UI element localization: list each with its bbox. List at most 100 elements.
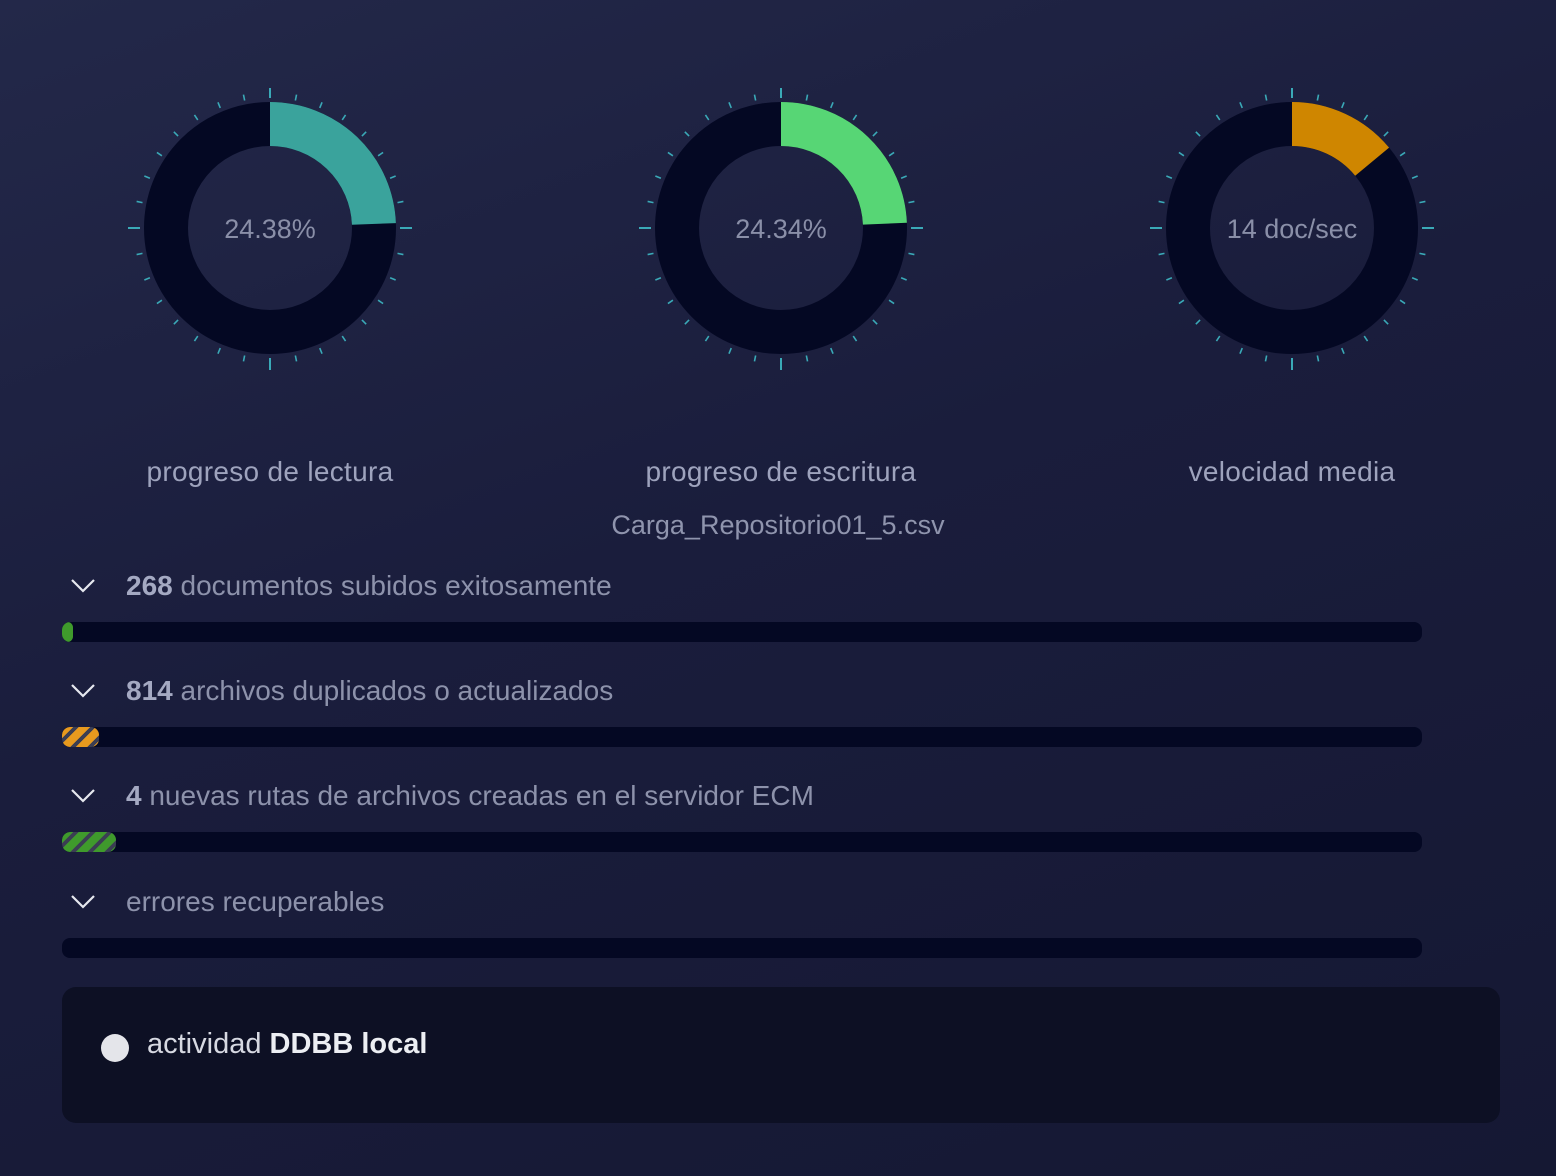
gauge-tick bbox=[684, 131, 690, 137]
gauge-tick bbox=[377, 299, 384, 305]
chevron-down-icon[interactable] bbox=[62, 671, 104, 711]
gauge-speed-svg: 14 doc/sec bbox=[1150, 88, 1434, 370]
gauge-tick bbox=[1264, 355, 1268, 362]
gauge-tick bbox=[156, 299, 163, 305]
gauge-tick bbox=[1411, 175, 1418, 179]
gauge-tick bbox=[217, 102, 221, 109]
gauge-tick bbox=[144, 277, 151, 281]
stat-duplicated-count: 814 bbox=[126, 675, 173, 706]
stat-duplicated: 814 archivos duplicados o actualizados bbox=[62, 671, 1422, 771]
stat-uploaded-label: documentos subidos exitosamente bbox=[180, 570, 612, 601]
gauge-speed-arc bbox=[1291, 102, 1390, 177]
file-name: Carga_Repositorio01_5.csv bbox=[611, 510, 945, 540]
gauge-write-label: progreso de escritura bbox=[645, 456, 917, 487]
gauge-tick bbox=[1419, 252, 1426, 256]
gauge-tick bbox=[341, 335, 347, 342]
gauge-tick bbox=[1316, 355, 1320, 362]
stat-uploaded-bar bbox=[62, 622, 1422, 642]
gauge-tick bbox=[217, 347, 221, 354]
gauge-write-value: 24.34% bbox=[735, 214, 827, 244]
chevron-down-icon[interactable] bbox=[62, 566, 104, 606]
gauge-tick bbox=[1341, 347, 1345, 354]
gauge-read-value: 24.38% bbox=[224, 214, 316, 244]
gauge-tick bbox=[1383, 319, 1389, 325]
activity-panel: actividad DDBB local bbox=[62, 987, 1500, 1123]
stat-errors: errores recuperables bbox=[62, 882, 1422, 982]
stat-duplicated-bar bbox=[62, 727, 1422, 747]
gauge-tick bbox=[704, 114, 710, 121]
gauge-tick bbox=[655, 175, 662, 179]
gauge-tick bbox=[805, 94, 809, 101]
gauge-tick bbox=[1158, 200, 1165, 204]
gauge-tick bbox=[908, 200, 915, 204]
stat-errors-text: errores recuperables bbox=[126, 886, 384, 918]
stat-duplicated-header[interactable]: 814 archivos duplicados o actualizados bbox=[62, 671, 613, 711]
gauge-tick bbox=[647, 200, 654, 204]
gauge-tick bbox=[1363, 114, 1369, 121]
stat-new-paths-bar-fill bbox=[62, 832, 117, 852]
gauge-tick bbox=[294, 94, 298, 101]
stat-uploaded-header[interactable]: 268 documentos subidos exitosamente bbox=[62, 566, 612, 606]
gauge-tick bbox=[1158, 252, 1165, 256]
gauge-tick bbox=[830, 347, 834, 354]
gauge-speed: 14 doc/sec velocidad media bbox=[1112, 40, 1472, 487]
gauge-tick bbox=[1316, 94, 1320, 101]
gauge-tick bbox=[1363, 335, 1369, 342]
gauge-tick bbox=[888, 151, 895, 157]
gauge-tick bbox=[1166, 175, 1173, 179]
stat-uploaded-text: 268 documentos subidos exitosamente bbox=[126, 570, 612, 602]
gauge-tick bbox=[377, 151, 384, 157]
stat-errors-header[interactable]: errores recuperables bbox=[62, 882, 384, 922]
gauge-tick bbox=[1195, 131, 1201, 137]
gauge-tick bbox=[193, 335, 199, 342]
gauge-speed-label: velocidad media bbox=[1188, 456, 1396, 487]
chevron-down-icon[interactable] bbox=[62, 776, 104, 816]
stat-new-paths-header[interactable]: 4 nuevas rutas de archivos creadas en el… bbox=[62, 776, 814, 816]
gauge-tick bbox=[684, 319, 690, 325]
stat-errors-label: errores recuperables bbox=[126, 886, 385, 917]
gauges-section: 24.38% progreso de lectura 24.34% progre… bbox=[0, 0, 1556, 487]
gauge-read-svg: 24.38% bbox=[128, 88, 412, 370]
gauge-tick bbox=[1399, 151, 1406, 157]
chevron-down-icon[interactable] bbox=[62, 882, 104, 922]
gauge-tick bbox=[1399, 299, 1406, 305]
gauge-tick bbox=[704, 335, 710, 342]
stat-uploaded-count: 268 bbox=[126, 570, 173, 601]
gauge-tick bbox=[397, 252, 404, 256]
gauge-tick bbox=[319, 347, 323, 354]
gauge-tick bbox=[1195, 319, 1201, 325]
gauge-tick bbox=[1264, 94, 1268, 101]
gauge-tick bbox=[667, 299, 674, 305]
gauge-tick bbox=[805, 355, 809, 362]
gauge-tick bbox=[1411, 277, 1418, 281]
gauge-tick bbox=[667, 151, 674, 157]
gauge-write-svg: 24.34% bbox=[639, 88, 923, 370]
gauge-tick bbox=[900, 277, 907, 281]
gauge-tick bbox=[1178, 151, 1185, 157]
gauge-tick bbox=[888, 299, 895, 305]
gauge-tick bbox=[1239, 347, 1243, 354]
gauge-tick bbox=[1383, 131, 1389, 137]
gauge-tick bbox=[389, 175, 396, 179]
activity-text: actividad DDBB local bbox=[147, 1028, 427, 1061]
gauge-tick bbox=[872, 319, 878, 325]
gauge-tick bbox=[900, 175, 907, 179]
gauge-tick bbox=[341, 114, 347, 121]
gauge-tick bbox=[294, 355, 298, 362]
gauge-tick bbox=[144, 175, 151, 179]
status-dot-icon bbox=[101, 1034, 129, 1062]
gauge-tick bbox=[1166, 277, 1173, 281]
gauge-tick bbox=[647, 252, 654, 256]
gauge-tick bbox=[173, 131, 179, 137]
gauge-tick bbox=[173, 319, 179, 325]
stat-duplicated-text: 814 archivos duplicados o actualizados bbox=[126, 675, 613, 707]
activity-name: DDBB local bbox=[269, 1028, 428, 1060]
gauge-tick bbox=[852, 335, 858, 342]
gauge-tick bbox=[830, 102, 834, 109]
gauge-tick bbox=[389, 277, 396, 281]
gauge-tick bbox=[728, 102, 732, 109]
gauge-speed-value: 14 doc/sec bbox=[1227, 214, 1358, 244]
gauge-tick bbox=[242, 355, 246, 362]
gauge-tick bbox=[397, 200, 404, 204]
gauge-tick bbox=[872, 131, 878, 137]
